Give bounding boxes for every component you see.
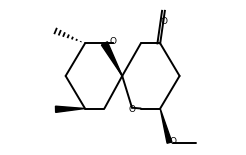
Text: O: O: [128, 105, 136, 114]
Polygon shape: [101, 42, 122, 76]
Polygon shape: [56, 106, 85, 112]
Text: O: O: [109, 37, 116, 46]
Text: O: O: [170, 137, 177, 146]
Text: O: O: [160, 17, 167, 26]
Polygon shape: [160, 108, 172, 143]
